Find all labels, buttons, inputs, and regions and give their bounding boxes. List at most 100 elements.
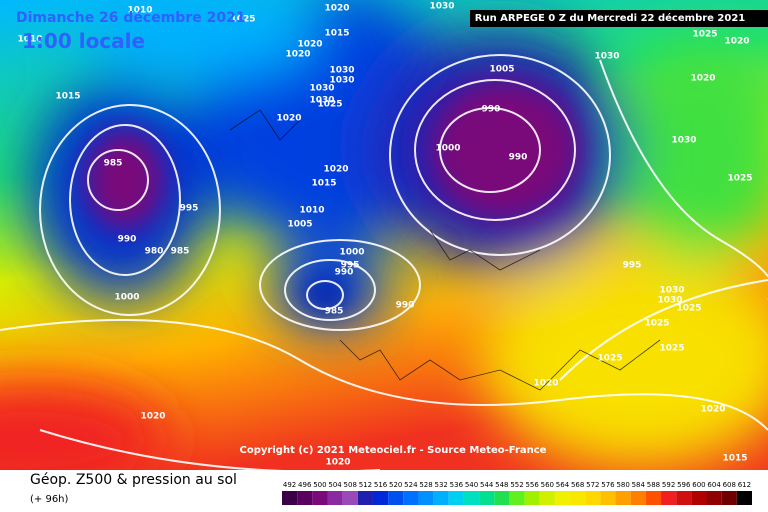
isobar-label: 985 [104,159,123,169]
legend-label: 584 [632,481,646,489]
isobar-label: 1025 [644,319,669,329]
legend-swatch [433,491,449,505]
legend-label: 592 [662,481,675,489]
legend-label: 556 [525,481,539,489]
legend-label: 600 [692,481,705,489]
legend-swatch [600,491,616,505]
legend-swatch [691,491,707,505]
legend-swatch [463,491,480,505]
legend-swatch [630,491,646,505]
legend-label: 516 [374,481,388,489]
legend-swatch [706,491,722,505]
isobar-label: 1025 [692,30,717,40]
legend-swatch [736,491,752,505]
legend-swatch [494,491,510,505]
footer-lead: (+ 96h) [30,494,69,505]
isobar-label: 1005 [489,65,514,75]
isobar-label: 1020 [323,165,348,175]
isobar-label: 995 [623,261,642,271]
legend-swatch [297,491,313,505]
isobar-label: 1030 [657,296,682,306]
legend-swatch [524,491,540,505]
legend-label: 512 [359,481,372,489]
isobar-label: 1030 [429,2,454,12]
isobar-label: 990 [396,301,415,311]
legend-label: 580 [616,481,629,489]
legend-swatch [585,491,601,505]
isobar-label: 1010 [127,6,152,16]
legend-swatch [312,491,328,505]
valid-time: 1:00 locale [22,29,145,53]
isobar-label: 985 [171,247,190,257]
legend-swatch [539,491,555,505]
legend-label: 560 [541,481,554,489]
legend-label: 588 [647,481,660,489]
legend-swatch [570,491,586,505]
legend-swatch [645,491,662,505]
isobar-label: 985 [325,307,344,317]
legend-label: 520 [389,481,402,489]
isobar-label: 980 [145,247,164,257]
legend-swatch [282,491,298,505]
legend-label: 536 [450,481,464,489]
legend-label: 508 [344,481,357,489]
isobar-label: 990 [335,268,354,278]
legend-label: 544 [480,481,494,489]
isobar-label: 1030 [329,76,354,86]
isobar-label: 1015 [55,92,80,102]
legend-label: 568 [571,481,584,489]
isobar-label: 1015 [311,179,336,189]
legend-swatch [721,491,737,505]
isobar-label: 990 [118,235,137,245]
legend-label: 540 [465,481,478,489]
isobar-label: 1030 [671,136,696,146]
legend-swatch [357,491,373,505]
legend: 492 496 500 504 508 512 516 520 524 528 532 536 540 5… [282,481,752,505]
legend-swatch [615,491,631,505]
legend-label: 552 [510,481,523,489]
legend-label: 596 [677,481,691,489]
isobar-label: 995 [180,204,199,214]
isobar-label: 1025 [676,304,701,314]
isobar-label: 1030 [309,84,334,94]
isobar-label: 1030 [659,286,684,296]
legend-label: 504 [328,481,342,489]
isobar-label: 1030 [309,96,334,106]
legend-swatch [676,491,692,505]
legend-swatch [418,491,434,505]
run-banner [470,10,768,27]
isobar-label: 1010 [299,206,324,216]
legend-swatch [448,491,464,505]
isobar-label: 1015 [722,454,747,464]
legend-label: 548 [495,481,508,489]
isobar-label: 990 [509,153,528,163]
isobar-label: 1000 [114,293,139,303]
isobar-label: 1020 [690,74,715,84]
isobar-label: 1020 [297,40,322,50]
isobar-label: 1025 [597,354,622,364]
legend-swatch [403,491,419,505]
legend-label: 612 [738,481,751,489]
legend-label: 532 [435,481,448,489]
legend-swatch [388,491,404,505]
copyright: Copyright (c) 2021 Meteociel.fr - Source… [240,445,547,456]
legend-label: 604 [707,481,721,489]
legend-label: 576 [601,481,615,489]
isobar-label: 1010 [17,35,42,45]
legend-swatch [554,491,571,505]
legend-swatch [479,491,495,505]
legend-label: 496 [298,481,312,489]
legend-swatch [509,491,525,505]
isobar-label: 1025 [659,344,684,354]
isobar-label: 1020 [724,37,749,47]
legend-swatch [342,491,358,505]
isobar-label: 1030 [594,52,619,62]
run-info: Run ARPEGE 0 Z du Mercredi 22 décembre 2… [475,12,746,24]
isobar-label: 1020 [700,405,725,415]
legend-swatch [661,491,677,505]
isobar-label: 1030 [329,66,354,76]
isobar-label: 1000 [339,248,364,258]
